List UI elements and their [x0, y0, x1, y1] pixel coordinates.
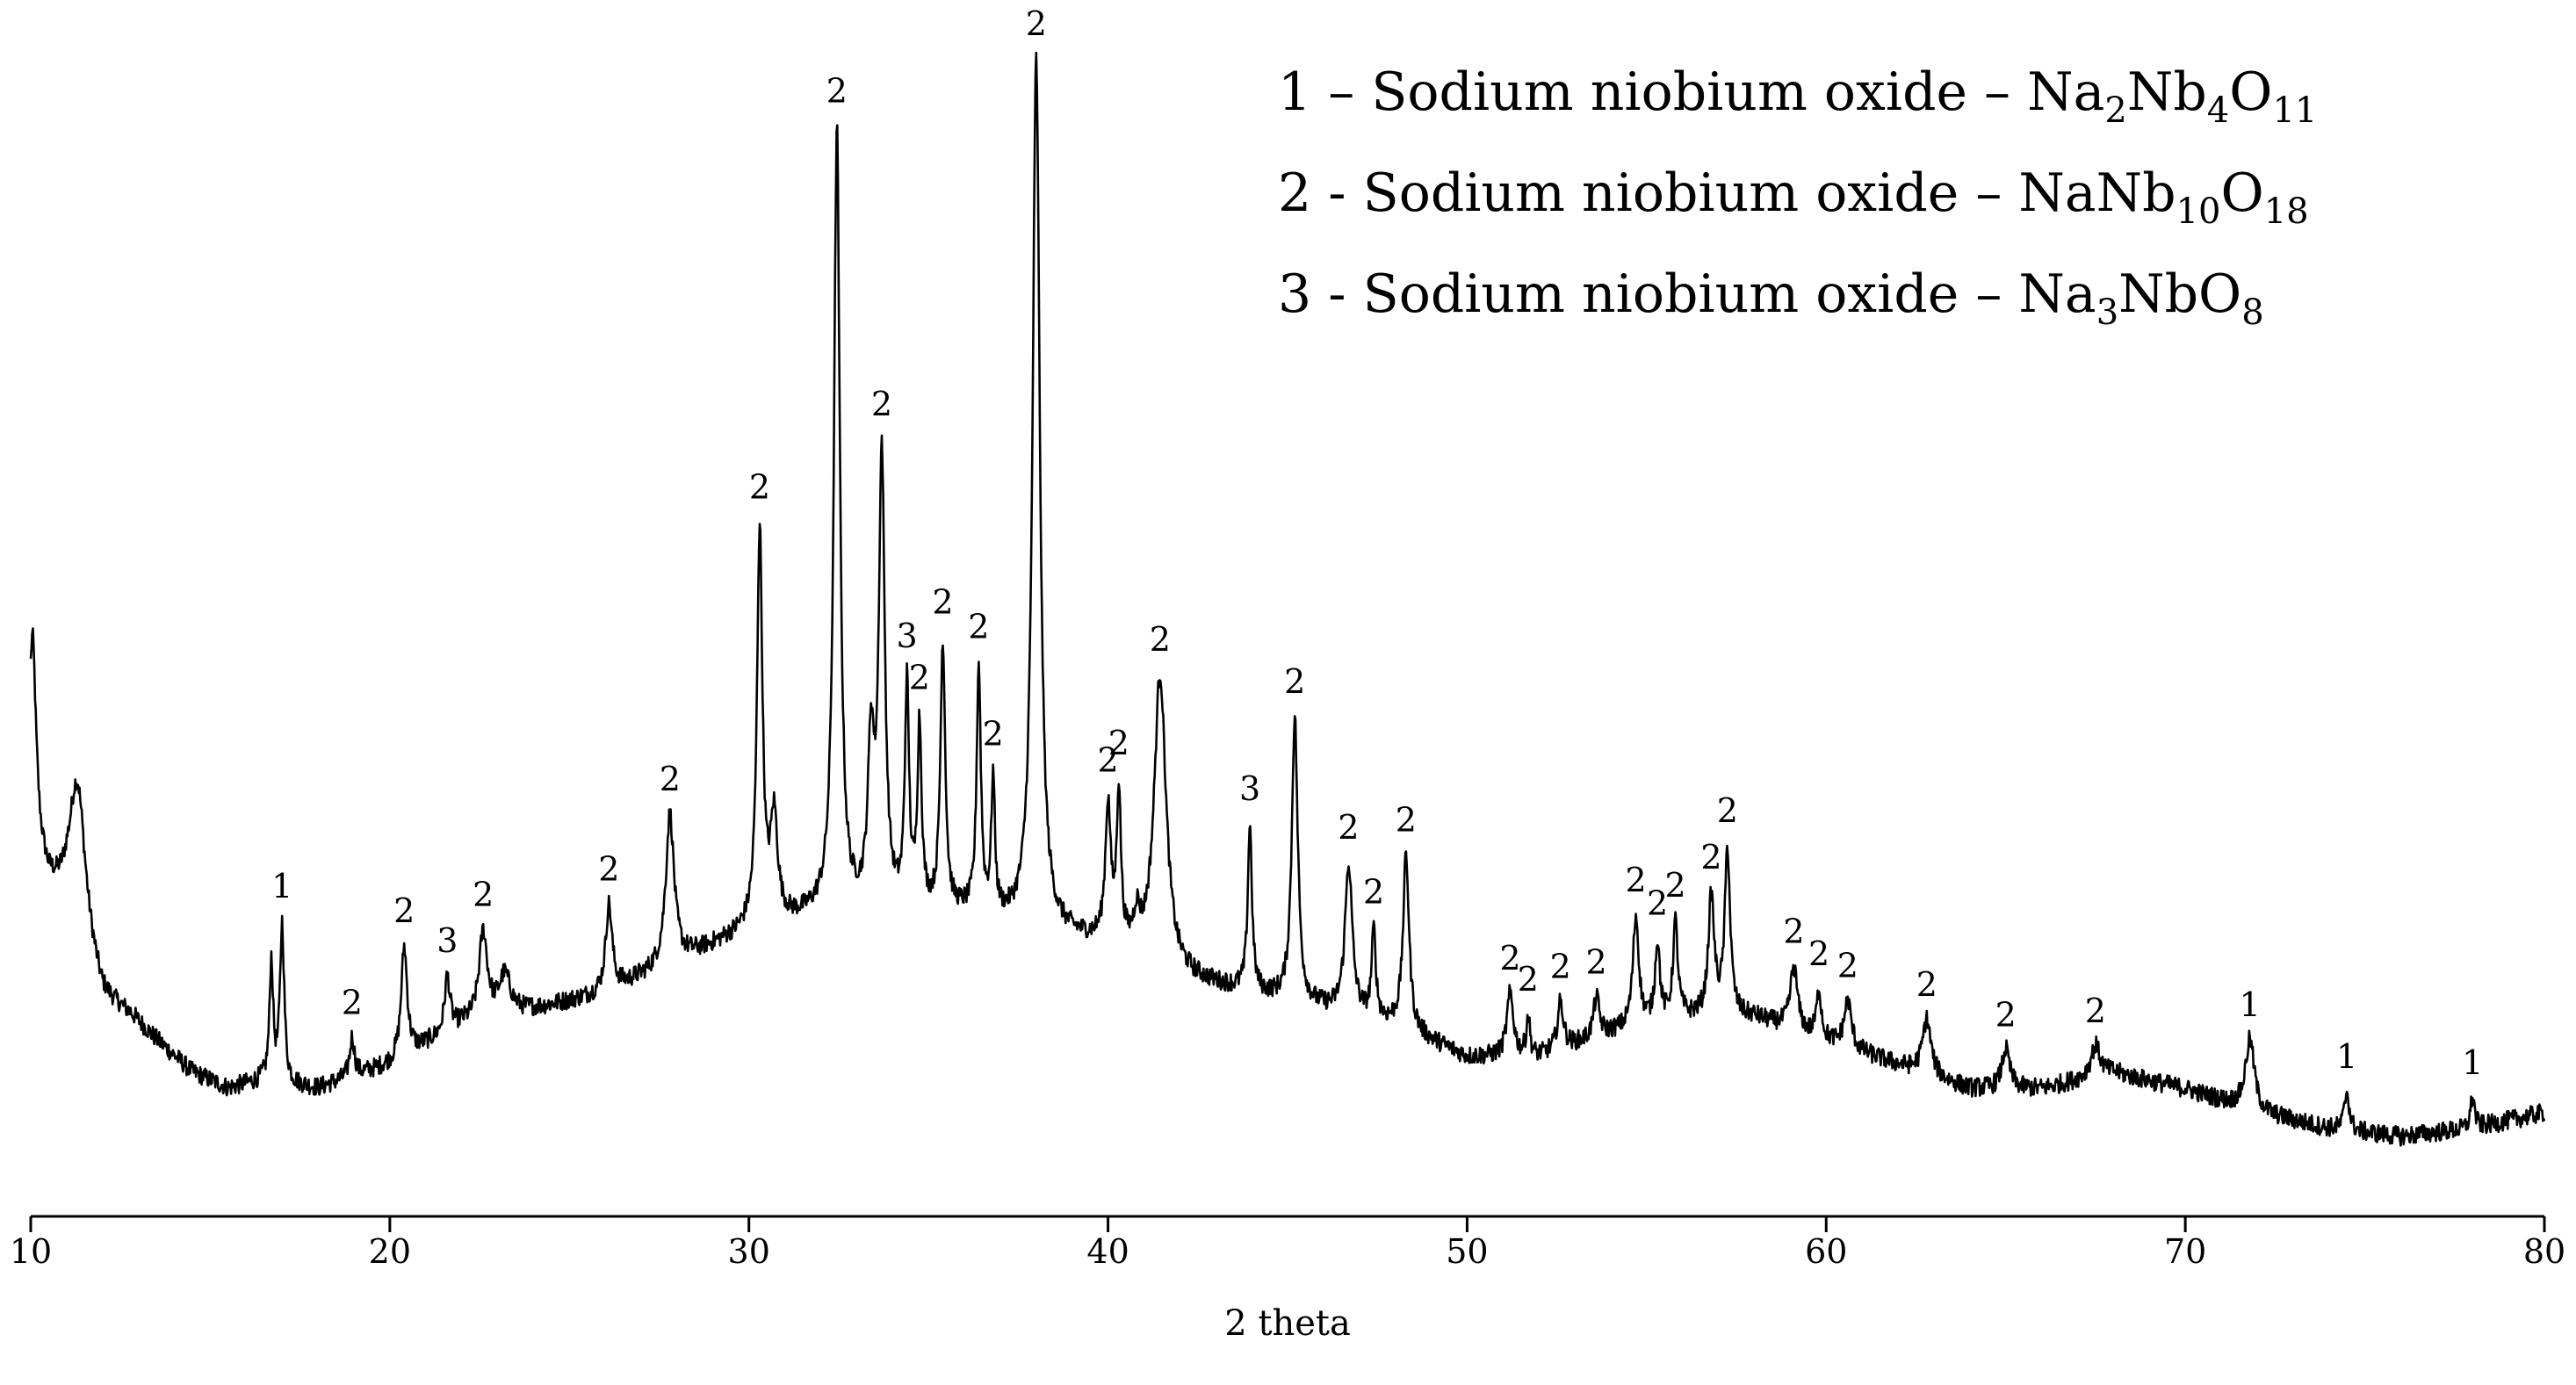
peak-label: 2: [1396, 801, 1417, 840]
formula-subscript: 3: [2096, 292, 2119, 333]
legend-entry-2: 2 - Sodium niobium oxide – NaNb10O18: [1278, 152, 2317, 253]
peak-label: 2: [1026, 4, 1047, 43]
peak-label: 2: [2085, 992, 2106, 1030]
legend-entry-3: 3 - Sodium niobium oxide – Na3NbO8: [1278, 253, 2317, 354]
peak-label: 1: [2240, 985, 2261, 1024]
formula-element: Na: [2018, 263, 2096, 325]
x-tick-label: 10: [10, 1232, 52, 1271]
peak-label: 2: [983, 714, 1004, 753]
peak-label: 2: [909, 659, 930, 697]
x-axis: 10 20 30 40 50 60 70 80: [10, 1215, 2565, 1271]
xrd-trace-line: [29, 51, 2546, 1147]
peak-label: 2: [1108, 724, 1129, 762]
formula-element: Nb: [2126, 61, 2207, 123]
peak-label: 1: [271, 867, 292, 905]
formula-subscript: 11: [2272, 90, 2318, 131]
peak-label: 2: [826, 72, 848, 111]
x-tick-label: 80: [2523, 1232, 2565, 1271]
x-tick-group: 10 20 30 40 50 60 70 80: [10, 1216, 2565, 1271]
peak-label: 2: [1717, 791, 1738, 830]
legend-entry-label: 3 - Sodium niobium oxide –: [1278, 263, 2019, 325]
peak-label: 2: [1647, 884, 1668, 922]
peak-label: 2: [1700, 838, 1721, 876]
x-tick-label: 20: [369, 1232, 411, 1271]
peak-label: 2: [660, 760, 681, 798]
formula-element: O: [2229, 61, 2273, 123]
formula-element: O: [2220, 162, 2264, 224]
xrd-trace-group: [29, 51, 2546, 1147]
x-tick-label: 30: [728, 1232, 770, 1271]
peak-label: 2: [1284, 662, 1305, 701]
peak-label: 2: [1150, 620, 1171, 659]
peak-label: 2: [1363, 873, 1384, 912]
peak-label: 2: [1837, 946, 1858, 985]
formula-subscript: 4: [2206, 90, 2230, 131]
formula-element: NbO: [2118, 263, 2242, 325]
peak-label: 2: [1808, 934, 1829, 973]
peak-label: 2: [1518, 960, 1539, 999]
peak-label: 2: [1783, 913, 1804, 951]
x-tick-label: 50: [1446, 1232, 1488, 1271]
formula-subscript: 2: [2104, 90, 2127, 131]
legend-entry-1: 1 – Sodium niobium oxide – Na2Nb4O11: [1278, 51, 2317, 152]
peak-label: 2: [393, 891, 415, 930]
peak-label: 2: [1916, 965, 1937, 1004]
formula-element: Na: [2027, 61, 2105, 123]
peak-label: 2: [473, 876, 494, 914]
peak-label: 2: [1626, 861, 1647, 899]
peak-label: 2: [932, 583, 953, 622]
formula-subscript: 10: [2176, 191, 2221, 232]
peak-label: 2: [1665, 866, 1686, 905]
peak-label: 2: [749, 468, 770, 507]
peak-label: 2: [342, 983, 363, 1021]
peak-label: 2: [968, 608, 989, 646]
peak-label: 2: [598, 850, 619, 889]
peak-label: 2: [1338, 808, 1359, 847]
peak-label: 3: [1239, 769, 1260, 808]
legend-entry-label: 1 – Sodium niobium oxide –: [1278, 61, 2028, 123]
x-tick-label: 70: [2164, 1232, 2206, 1271]
peak-label: 1: [2462, 1043, 2483, 1082]
legend: 1 – Sodium niobium oxide – Na2Nb4O11 2 - …: [1278, 51, 2317, 354]
peak-label: 2: [1550, 948, 1571, 986]
formula-subscript: 18: [2263, 191, 2309, 232]
x-tick-label: 40: [1086, 1232, 1129, 1271]
peak-label: 2: [1586, 943, 1607, 982]
legend-entry-label: 2 - Sodium niobium oxide –: [1278, 162, 2019, 224]
formula-element: NaNb: [2018, 162, 2176, 224]
peak-label: 2: [1995, 995, 2017, 1034]
peak-label: 2: [1499, 939, 1520, 977]
peak-label: 1: [2336, 1037, 2357, 1076]
peak-label: 2: [871, 385, 892, 423]
x-axis-title: 2 theta: [1224, 1303, 1351, 1344]
peak-label: 3: [437, 921, 458, 960]
formula-subscript: 8: [2241, 292, 2264, 333]
x-tick-label: 60: [1805, 1232, 1847, 1271]
peak-label: 3: [897, 617, 918, 655]
peak-label: 2: [1098, 741, 1119, 780]
